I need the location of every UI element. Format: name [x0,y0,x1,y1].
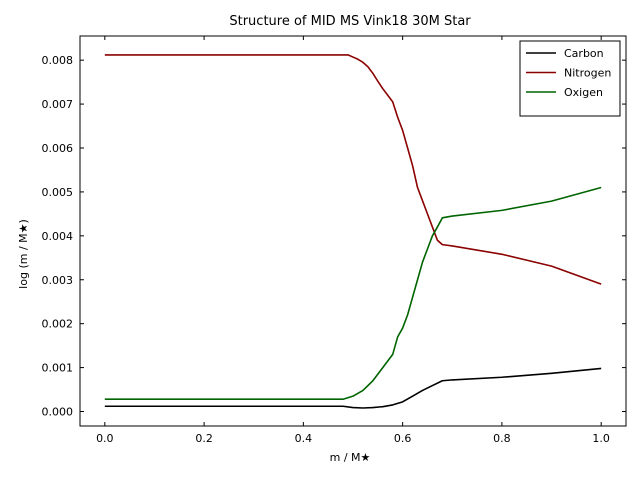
y-axis-ticks: 0.000 0.001 0.002 0.003 0.004 0.005 0.006 0.007… [42,54,626,419]
x-tick-label: 0.0 [96,432,114,445]
series-line-oxigen [104,186,602,401]
y-tick-label: 0.006 [42,142,74,155]
y-tick-label: 0.004 [42,230,74,243]
legend-label-oxigen: Oxigen [564,86,603,99]
x-axis-ticks: 0.0 0.2 0.4 0.6 0.8 1.0 [96,36,610,445]
y-tick-label: 0.008 [42,54,74,67]
y-axis-label: log (m / M★) [17,219,30,289]
y-tick-label: 0.007 [42,98,74,111]
y-tick-label: 0.000 [42,406,74,419]
legend-label-carbon: Carbon [564,47,604,60]
x-tick-label: 0.4 [295,432,313,445]
y-tick-label: 0.001 [42,362,74,375]
legend: Carbon Nitrogen Oxigen [519,40,621,117]
plot-frame [79,35,627,427]
x-tick-label: 1.0 [592,432,610,445]
x-tick-label: 0.6 [394,432,412,445]
x-axis-label: m / M★ [330,451,371,464]
y-tick-label: 0.005 [42,186,74,199]
series-line-carbon [104,367,602,409]
series-line-nitrogen [104,54,602,285]
x-tick-label: 0.8 [493,432,511,445]
y-tick-label: 0.003 [42,274,74,287]
plot-lines [104,54,602,409]
chart-title: Structure of MID MS Vink18 30M Star [229,14,471,29]
x-tick-label: 0.2 [195,432,213,445]
y-tick-label: 0.002 [42,318,74,331]
legend-label-nitrogen: Nitrogen [564,67,611,80]
